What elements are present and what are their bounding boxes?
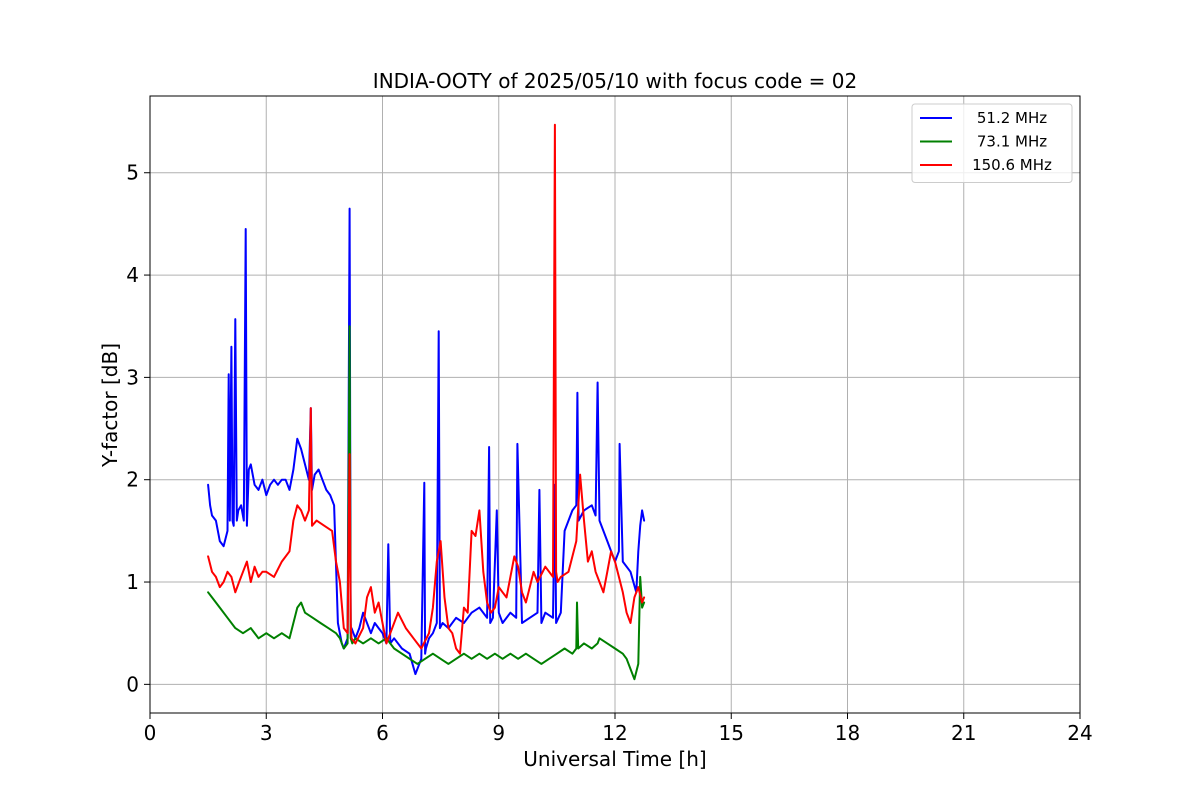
- x-axis-label: Universal Time [h]: [523, 747, 706, 771]
- x-tick-label: 0: [144, 721, 157, 745]
- x-tick-label: 12: [602, 721, 627, 745]
- x-tick-label: 3: [260, 721, 273, 745]
- series-line-0: [207, 207, 646, 676]
- legend-box: [911, 103, 1073, 183]
- series-line-1: [207, 325, 646, 681]
- y-tick-label: 5: [126, 161, 139, 185]
- legend-entry-label: 150.6 MHz: [972, 156, 1052, 174]
- x-tick-label: 6: [376, 721, 389, 745]
- legend: 51.2 MHz 73.1 MHz 150.6 MHz: [911, 103, 1073, 183]
- x-tick-label: 18: [835, 721, 860, 745]
- x-axis-ticks: 0 3 6 9 12 15 18 21 24: [144, 713, 1093, 745]
- chart-title: INDIA-OOTY of 2025/05/10 with focus code…: [373, 69, 857, 93]
- y-tick-label: 0: [126, 672, 139, 696]
- y-axis-label: Y-factor [dB]: [98, 343, 122, 468]
- y-axis-ticks: 0 1 2 3 4 5: [126, 161, 150, 696]
- x-tick-label: 21: [951, 721, 976, 745]
- x-tick-label: 15: [719, 721, 744, 745]
- y-tick-label: 3: [126, 365, 139, 389]
- x-tick-label: 24: [1067, 721, 1092, 745]
- legend-entry-label: 51.2 MHz: [977, 109, 1047, 127]
- y-tick-label: 2: [126, 468, 139, 492]
- x-tick-label: 9: [492, 721, 505, 745]
- y-tick-label: 1: [126, 570, 139, 594]
- grid: [149, 96, 1081, 713]
- series-lines: [207, 123, 646, 681]
- y-tick-label: 4: [126, 263, 139, 287]
- series-line-2: [207, 123, 646, 655]
- legend-entry-label: 73.1 MHz: [977, 133, 1047, 151]
